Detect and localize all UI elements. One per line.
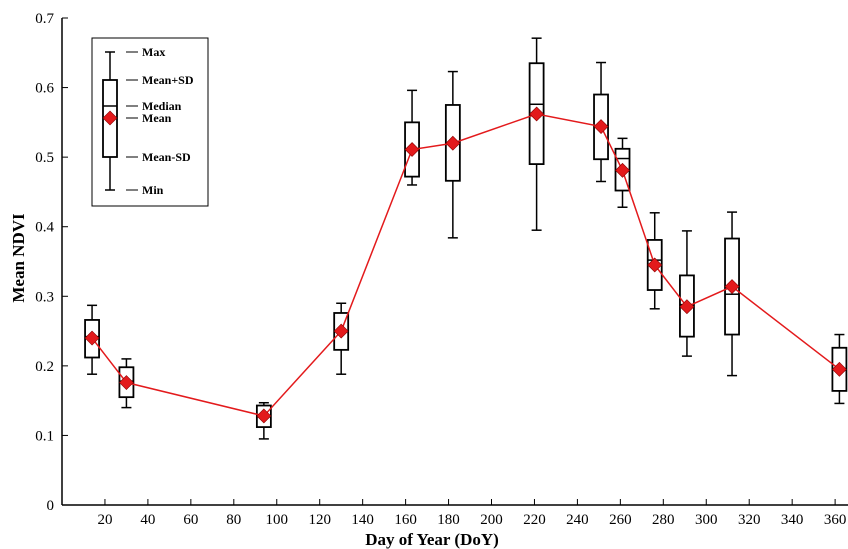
box-plot (333, 302, 350, 375)
x-tick-label: 140 (351, 512, 374, 528)
x-tick-label: 120 (308, 512, 331, 528)
x-tick-label: 360 (824, 512, 847, 528)
x-tick-label: 60 (183, 512, 198, 528)
mean-marker (445, 135, 461, 151)
legend-label: Mean-SD (142, 150, 191, 164)
legend-label: Mean (142, 111, 172, 125)
box-plot (528, 37, 545, 231)
box-plot (404, 89, 420, 186)
mean-marker (615, 162, 630, 178)
legend-mean-marker (102, 110, 118, 126)
mean-marker (256, 408, 272, 424)
y-tick-label: 0.6 (35, 81, 54, 97)
box-plot (679, 230, 695, 357)
y-axis-title: Mean NDVI (9, 213, 28, 303)
mean-marker (647, 257, 663, 273)
x-tick-label: 340 (781, 512, 804, 528)
x-tick-label: 80 (226, 512, 241, 528)
x-tick-label: 300 (695, 512, 718, 528)
x-tick-label: 280 (652, 512, 675, 528)
y-tick-label: 0.5 (35, 150, 54, 166)
y-tick-label: 0.3 (35, 289, 54, 305)
mean-marker (404, 142, 420, 157)
x-tick-label: 220 (523, 512, 546, 528)
mean-marker (84, 330, 100, 346)
mean-marker (333, 323, 349, 339)
y-tick-label: 0.7 (35, 11, 54, 27)
legend-label: Mean+SD (142, 73, 194, 87)
y-tick-label: 0 (47, 498, 55, 514)
x-tick-label: 160 (394, 512, 417, 528)
y-tick-label: 0.4 (35, 220, 54, 236)
mean-marker (831, 361, 847, 377)
box-plot (444, 70, 461, 239)
axes: 20 40 60 80 100 120 140 160 180 200 220 240 260 280 30… (35, 11, 848, 528)
legend-label: Min (142, 183, 164, 197)
x-tick-label: 180 (437, 512, 460, 528)
mean-marker (529, 106, 545, 122)
x-tick-label: 320 (738, 512, 761, 528)
x-tick-label: 200 (480, 512, 503, 528)
x-tick-label: 240 (566, 512, 589, 528)
mean-markers (84, 106, 847, 424)
y-tick-label: 0.1 (35, 428, 54, 444)
x-tick-label: 100 (266, 512, 289, 528)
mean-marker (119, 375, 134, 390)
legend-label: Max (142, 45, 165, 59)
x-tick-label: 40 (140, 512, 155, 528)
x-tick-label: 20 (97, 512, 112, 528)
x-tick-label: 260 (609, 512, 632, 528)
x-axis-title: Day of Year (DoY) (365, 530, 499, 549)
mean-marker (679, 299, 695, 315)
legend-label: Median (142, 99, 182, 113)
mean-marker (593, 119, 609, 134)
y-tick-label: 0.2 (35, 359, 54, 375)
mean-marker (724, 279, 740, 294)
